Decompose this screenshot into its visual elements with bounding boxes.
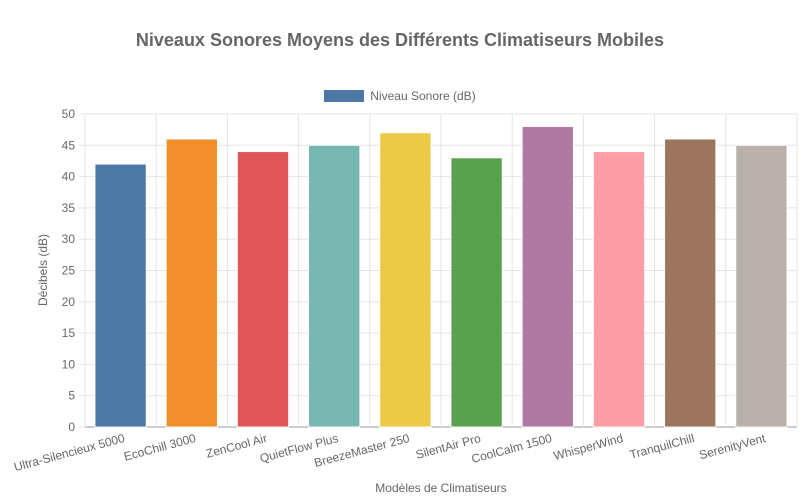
x-tick-label: CoolCalm 1500 [470,431,554,466]
y-tick-label: 10 [62,357,76,371]
x-tick-label: EcoChill 3000 [122,431,197,464]
y-axis-title: Décibels (dB) [36,234,50,306]
bars [94,126,788,428]
bar[interactable] [165,138,218,428]
y-tick-label: 40 [62,170,76,184]
y-tick-label: 20 [62,295,76,309]
legend-label: Niveau Sonore (dB) [370,89,476,103]
y-axis-ticks: 0 5 10 15 20 25 30 35 40 45 50 [62,107,85,434]
x-tick-label: Ultra-Silencieux 5000 [12,431,126,474]
bar[interactable] [735,144,788,428]
bar[interactable] [94,163,147,428]
legend-swatch [324,90,365,102]
y-tick-label: 50 [62,107,76,121]
y-tick-label: 15 [62,326,76,340]
legend[interactable]: Niveau Sonore (dB) [0,89,800,103]
bar[interactable] [308,144,361,428]
bar[interactable] [664,138,717,428]
bar[interactable] [236,151,290,428]
y-tick-label: 30 [62,232,76,246]
y-tick-label: 25 [62,264,76,278]
x-tick-label: SerenityVent [698,431,768,462]
x-tick-label: TranquilChill [628,431,696,462]
bar[interactable] [450,157,503,428]
y-tick-label: 45 [62,138,76,152]
x-axis-title: Modèles de Climatiseurs [375,481,506,495]
bar[interactable] [521,126,574,428]
chart-title: Niveaux Sonores Moyens des Différents Cl… [135,30,665,50]
y-tick-label: 5 [68,389,75,403]
bar[interactable] [592,151,646,428]
x-tick-label: WhisperWind [552,431,625,463]
y-tick-label: 35 [62,201,76,215]
y-tick-label: 0 [68,420,75,434]
bar[interactable] [379,132,432,428]
